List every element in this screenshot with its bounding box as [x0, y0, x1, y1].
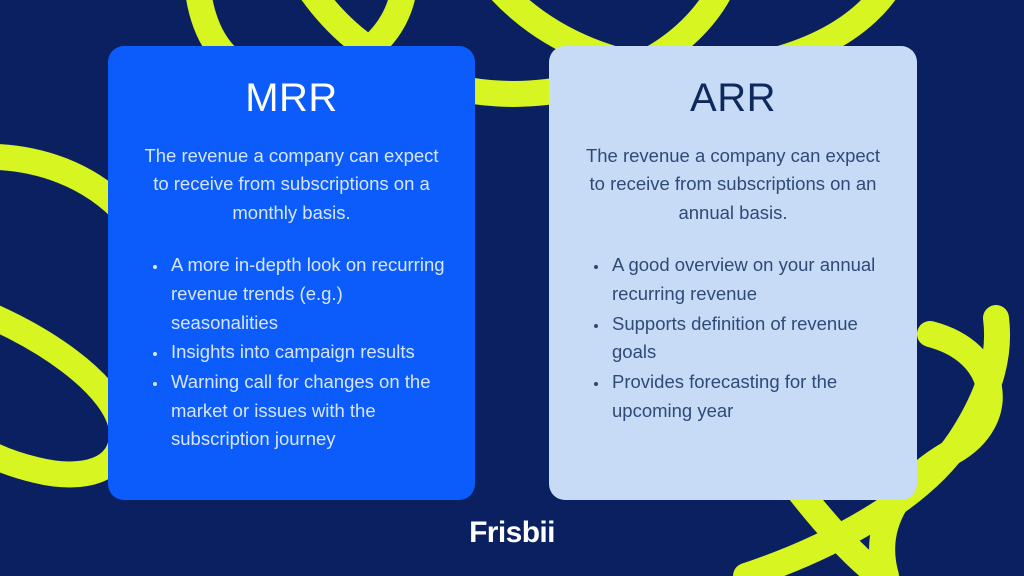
card-arr-description: The revenue a company can expect to rece… — [585, 145, 881, 223]
card-arr-title: ARR — [690, 76, 776, 120]
card-arr: ARR The revenue a company can expect to … — [549, 46, 917, 500]
brand-logo-frisbii: Frisbii — [469, 516, 555, 549]
list-item: Provides forecasting for the upcoming ye… — [609, 368, 891, 425]
list-item: A good overview on your annual recurring… — [609, 251, 891, 308]
card-arr-bullet-list: A good overview on your annual recurring… — [575, 251, 891, 425]
ribbon-left-teardrop — [0, 305, 135, 488]
list-item: Supports definition of revenue goals — [609, 310, 891, 367]
ribbon-bottom-right-sweep — [733, 305, 1011, 576]
list-item: Warning call for changes on the market o… — [168, 368, 449, 454]
card-mrr-bullet-list: A more in-depth look on recurring revenu… — [134, 251, 449, 454]
card-mrr-description: The revenue a company can expect to rece… — [144, 145, 439, 223]
list-item: Insights into campaign results — [168, 338, 449, 367]
card-mrr-title: MRR — [245, 76, 338, 120]
ribbon-bottom-right-tail — [787, 479, 893, 576]
list-item: A more in-depth look on recurring revenu… — [168, 251, 449, 337]
card-mrr: MRR The revenue a company can expect to … — [108, 46, 475, 500]
